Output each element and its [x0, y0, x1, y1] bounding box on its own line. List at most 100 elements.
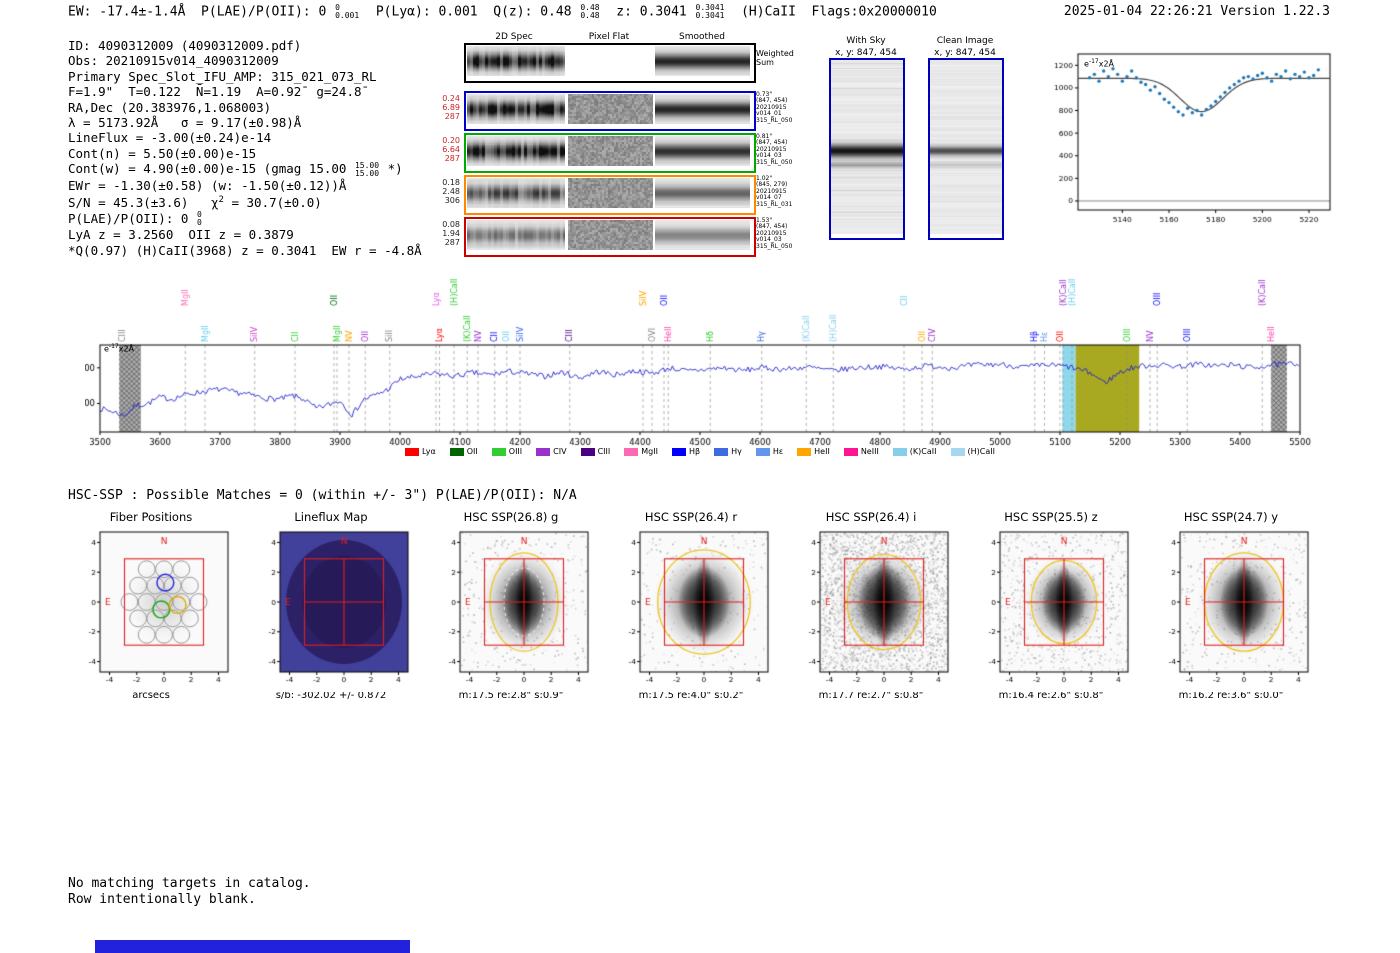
spec2d-row-meta: 0.81" (847, 454) 20210915 v014_03 315_RL_050: [756, 133, 793, 166]
header-summary: EW: -17.4±-1.4Å P(LAE)/P(OII): 0 0 0.001 …: [68, 3, 937, 20]
legend-item: OIII: [491, 447, 522, 456]
cutout-caption: s/b: -302.02 +/- 0.872: [275, 690, 387, 701]
legend-swatch: [671, 447, 686, 456]
footer-notes: No matching targets in catalog. Row inte…: [68, 876, 311, 907]
emission-line-legend: Lyα OII OIII CIV CIII MgII Hβ Hγ Hε HeII NeIII (K)C…: [100, 447, 1300, 456]
legend-swatch: [580, 447, 595, 456]
info-line: Cont(n) = 5.50(±0.00)e-15: [68, 145, 257, 161]
info-line: S/N = 45.3(±3.6) χ2 = 30.7(±0.0): [68, 195, 322, 211]
legend-swatch: [624, 447, 639, 456]
spec2d-row-meta: Weighted Sum: [756, 49, 794, 67]
info-line: Obs: 20210915v014_4090312009: [68, 53, 279, 69]
legend-swatch: [714, 447, 729, 456]
legend-item: Hβ: [671, 447, 700, 456]
col-title-2dspec: 2D Spec: [495, 32, 533, 42]
info-line: Primary Spec_Slot_IFU_AMP: 315_021_073_R…: [68, 68, 377, 84]
withsky-coords: x, y: 847, 454: [835, 48, 897, 58]
hsc-match-summary: HSC-SSP : Possible Matches = 0 (within +…: [68, 488, 577, 503]
spec2d-strip: [467, 220, 565, 250]
info-line: ID: 4090312009 (4090312009.pdf): [68, 38, 302, 53]
legend-swatch: [449, 447, 464, 456]
cutout-image-lineflux: [250, 526, 412, 692]
cutout-title: HSC SSP(25.5) z: [1004, 510, 1098, 524]
legend-swatch: [797, 447, 812, 456]
legend-label: CIV: [553, 447, 567, 456]
spec2d-strip: [467, 178, 565, 208]
spec2d-row: [464, 175, 756, 215]
clean-title: Clean Image: [936, 36, 994, 46]
legend-swatch: [892, 447, 907, 456]
legend-item: NeIII: [843, 447, 879, 456]
bottom-blue-bar: [95, 940, 410, 953]
legend-swatch: [755, 447, 770, 456]
spec2d-strip: [568, 136, 653, 166]
cutout-title: Lineflux Map: [294, 510, 368, 524]
legend-label: Hγ: [731, 447, 742, 456]
withsky-title: With Sky: [846, 36, 886, 46]
spec2d-strip: [655, 46, 750, 76]
cutout-image-galaxy_y: [1150, 526, 1312, 692]
legend-label: NeIII: [860, 447, 879, 456]
spectrum-units-annotation: e-17x2Å: [104, 343, 135, 354]
cutout-image-galaxy_g: [430, 526, 592, 692]
spec2d-row: [464, 133, 756, 173]
legend-swatch: [843, 447, 858, 456]
spec2d-strip: [568, 94, 653, 124]
fit-units-annotation: e-17x2Å: [1084, 58, 1115, 69]
info-line: RA,Dec (20.383976,1.068003): [68, 99, 272, 115]
spec2d-strip: [655, 220, 750, 250]
legend-item: CIII: [580, 447, 610, 456]
spec2d-row: [464, 217, 756, 257]
clean-coords: x, y: 847, 454: [934, 48, 996, 58]
cutout-caption: m:16.2 re:3.6" s:0.0": [1178, 690, 1284, 701]
legend-label: (H)CaII: [967, 447, 995, 456]
legend-item: Hγ: [714, 447, 742, 456]
info-line: F=1.9" T=0.122 N̄=1.19 A=0.92̄ g=24.8̄: [68, 84, 362, 100]
legend-swatch: [536, 447, 551, 456]
info-line: λ = 5173.92Å σ = 9.17(±0.98)Å: [68, 115, 302, 131]
legend-item: Lyα: [405, 447, 436, 456]
cutout-title: Fiber Positions: [109, 510, 193, 524]
cutout-caption: m:17.5 re:4.0" s:0.2": [638, 690, 744, 701]
cutout-caption: m:16.4 re:2.6" s:0.8": [998, 690, 1104, 701]
spec2d-strip: [655, 94, 750, 124]
cutout-image-fiber: [70, 526, 232, 692]
withsky-panel: [829, 58, 905, 240]
col-title-smoothed: Smoothed: [679, 32, 725, 42]
legend-swatch: [950, 447, 965, 456]
legend-item: (H)CaII: [950, 447, 995, 456]
legend-label: HeII: [814, 447, 830, 456]
spec2d-strip: [655, 178, 750, 208]
spec2d-strip: [568, 220, 653, 250]
info-line: *Q(0.97) (H)CaII(3968) z = 0.3041 EW r =…: [68, 242, 422, 258]
spec2d-strip: [467, 94, 565, 124]
header-datetime-version: 2025-01-04 22:26:21 Version 1.22.3: [1063, 4, 1330, 19]
info-line: EWr = -1.30(±0.58) (w: -1.50(±0.12))Å: [68, 177, 347, 193]
cutout-caption: arcsecs: [132, 690, 170, 701]
spec2d-row-meta: 0.73" (847, 454) 20210915 v014_01 315_RL_050: [756, 91, 793, 124]
legend-label: Lyα: [422, 447, 436, 456]
legend-swatch: [405, 447, 420, 456]
legend-label: (K)CaII: [909, 447, 937, 456]
spec2d-strip: [467, 46, 565, 76]
info-line: LyA z = 3.2560 OII z = 0.3879: [68, 227, 294, 243]
legend-label: OII: [466, 447, 478, 456]
spec2d-row: [464, 91, 756, 131]
spec2d-row-weights: 0.20 6.64 287: [442, 136, 460, 163]
legend-label: MgII: [641, 447, 658, 456]
legend-swatch: [491, 447, 506, 456]
info-line: LineFlux = -3.00(±0.24)e-14: [68, 130, 272, 146]
spec2d-row-meta: 1.53" (847, 454) 20210915 v014_03 315_RL_050: [756, 217, 793, 250]
cutout-caption: m:17.5 re:2.8" s:0.9": [458, 690, 564, 701]
clean-panel: [928, 58, 1004, 240]
col-title-pixelflat: Pixel Flat: [588, 32, 630, 42]
legend-item: MgII: [624, 447, 658, 456]
spec2d-row-weights: 0.24 6.89 287: [442, 94, 460, 121]
withsky-image: [831, 60, 903, 234]
line-fit-plot: [1038, 46, 1338, 238]
cutout-title: HSC SSP(26.8) g: [463, 510, 559, 524]
spec2d-strip: [467, 136, 565, 166]
legend-label: Hε: [772, 447, 784, 456]
cutout-title: HSC SSP(26.4) r: [644, 510, 738, 524]
